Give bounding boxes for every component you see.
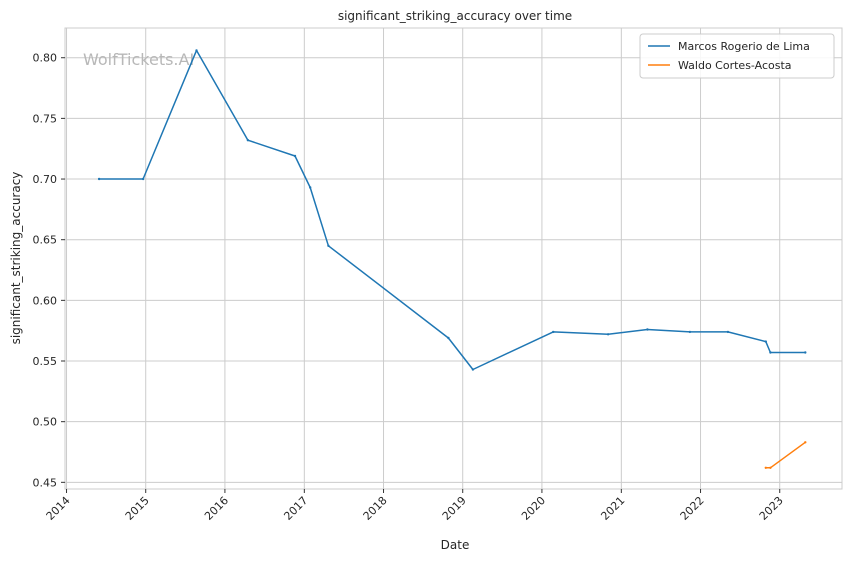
watermark: WolfTickets.AI xyxy=(83,50,194,69)
data-point xyxy=(97,177,101,181)
y-axis-label: significant_striking_accuracy xyxy=(9,172,23,345)
legend-box xyxy=(639,33,835,79)
y-tick-label: 0.55 xyxy=(33,355,58,368)
data-point xyxy=(141,177,145,181)
data-point xyxy=(447,336,450,340)
watermark-group: WolfTickets.AI xyxy=(83,50,194,69)
data-point xyxy=(726,330,730,334)
series-layer xyxy=(97,49,807,469)
data-point xyxy=(646,328,649,331)
data-point xyxy=(293,154,297,158)
data-point xyxy=(804,441,807,444)
data-point xyxy=(195,49,198,52)
data-point xyxy=(471,368,475,371)
data-point xyxy=(246,139,250,142)
y-tick-label: 0.75 xyxy=(33,112,58,125)
data-point xyxy=(769,466,772,469)
data-point xyxy=(769,351,772,354)
data-point xyxy=(764,340,767,343)
plot-frame xyxy=(64,27,843,490)
y-tick-label: 0.80 xyxy=(33,52,58,65)
data-point xyxy=(606,333,610,336)
legend-label: Marcos Rogerio de Lima xyxy=(678,40,810,53)
data-point xyxy=(309,186,312,189)
chart-title: significant_striking_accuracy over time xyxy=(338,9,572,23)
data-point xyxy=(764,466,767,469)
y-axis: 0.45 0.50 0.55 0.60 0.65 0.70 0.75 0.80 xyxy=(33,52,65,489)
data-point xyxy=(552,330,555,334)
series-0 xyxy=(97,49,807,371)
data-point xyxy=(804,351,807,354)
y-tick-label: 0.60 xyxy=(33,294,58,307)
grid xyxy=(65,28,842,489)
data-point xyxy=(688,330,692,334)
legend-label: Waldo Cortes-Acosta xyxy=(678,59,792,72)
y-tick-label: 0.70 xyxy=(33,173,58,186)
y-tick-label: 0.65 xyxy=(33,234,58,247)
legend: Marcos Rogerio de Lima Waldo Cortes-Acost… xyxy=(639,33,835,79)
x-axis-label: Date xyxy=(441,538,470,552)
y-tick-label: 0.45 xyxy=(33,476,58,489)
series-1 xyxy=(764,441,807,469)
y-tick-label: 0.50 xyxy=(33,416,58,429)
data-point xyxy=(327,244,330,247)
